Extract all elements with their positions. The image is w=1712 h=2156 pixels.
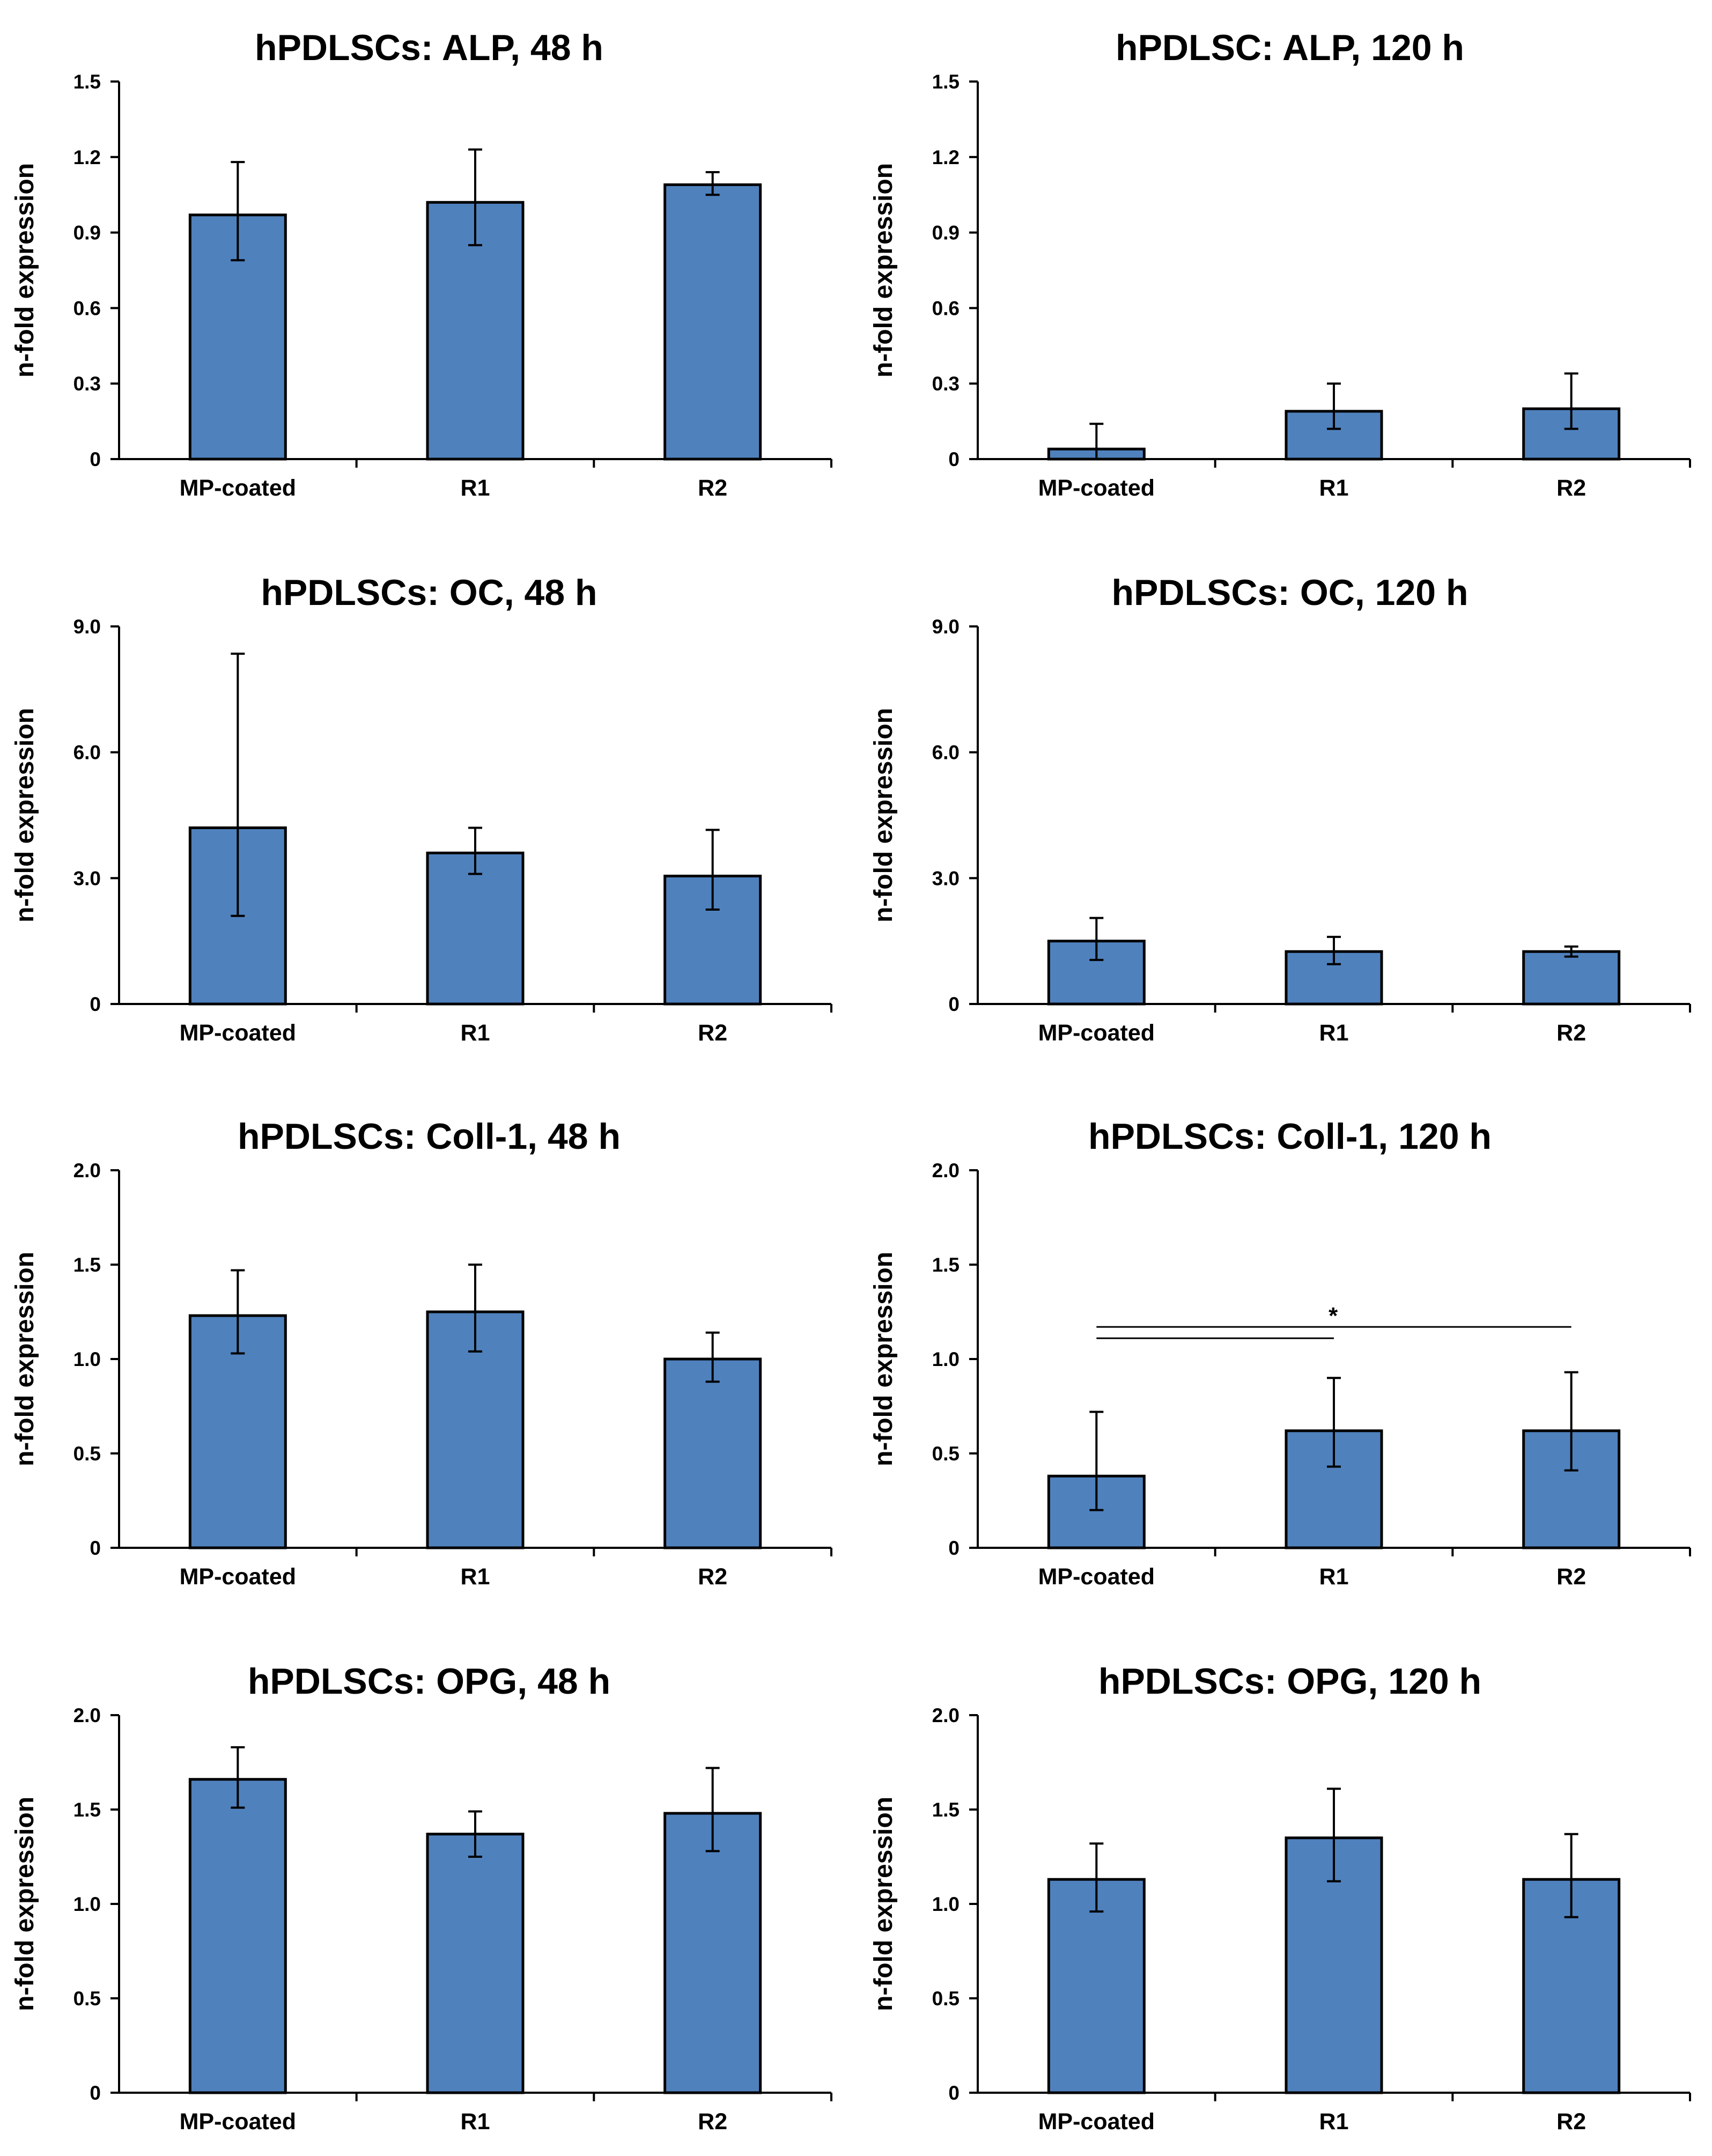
y-axis-label: n-fold expression — [869, 1797, 898, 2011]
x-category-label: R1 — [1319, 2109, 1349, 2135]
y-tick-label: 1.5 — [73, 1799, 101, 1821]
x-category-label: MP-coated — [180, 2109, 296, 2135]
y-tick-label: 9.0 — [932, 616, 960, 638]
y-tick-label: 0 — [90, 2082, 101, 2104]
y-tick-label: 2.0 — [932, 1160, 960, 1182]
y-tick-label: 0.3 — [73, 373, 101, 395]
x-category-label: R1 — [1319, 1020, 1349, 1046]
x-category-label: R1 — [461, 2109, 490, 2135]
y-tick-label: 0 — [948, 1537, 960, 1559]
x-category-label: MP-coated — [180, 475, 296, 501]
bar-R2 — [1522, 950, 1621, 1006]
significance-star: * — [1329, 1303, 1338, 1329]
y-tick-label: 3.0 — [73, 867, 101, 889]
y-axis-label: n-fold expression — [869, 163, 898, 378]
y-axis-label: n-fold expression — [11, 1797, 39, 2011]
y-tick-label: 1.5 — [932, 1799, 960, 1821]
bar-MP-coated — [188, 1778, 287, 2094]
y-tick-label: 1.0 — [932, 1348, 960, 1370]
y-tick-label: 2.0 — [932, 1704, 960, 1726]
chart-title: hPDLSCs: OPG, 48 h — [248, 1661, 610, 1702]
y-tick-label: 0.5 — [73, 1443, 101, 1465]
chart-title: hPDLSCs: Coll-1, 120 h — [1088, 1116, 1492, 1157]
chart-panel-6: hPDLSCs: Coll-1, 120 h n-fold expression 0… — [869, 1116, 1691, 1590]
chart-panel-1: hPDLSCs: ALP, 48 h n-fold expression 0 0.3 0… — [11, 27, 832, 501]
y-axis-label: n-fold expression — [11, 163, 39, 378]
y-tick-label: 3.0 — [932, 867, 960, 889]
chart-panel-3: hPDLSCs: OC, 48 h n-fold expression 0 3.0 6.… — [11, 572, 832, 1046]
x-category-label: MP-coated — [1038, 1564, 1155, 1590]
y-tick-label: 0 — [948, 993, 960, 1015]
y-tick-label: 0.6 — [932, 297, 960, 319]
y-tick-label: 1.0 — [73, 1348, 101, 1370]
y-tick-label: 1.2 — [932, 146, 960, 168]
bar-R1 — [426, 1833, 525, 2094]
chart-title: hPDLSCs: OC, 120 h — [1111, 572, 1468, 613]
x-category-label: MP-coated — [180, 1020, 296, 1046]
y-tick-label: 0.9 — [73, 222, 101, 244]
y-tick-label: 6.0 — [73, 742, 101, 764]
y-tick-label: 1.5 — [73, 71, 101, 93]
y-tick-label: 1.0 — [932, 1893, 960, 1915]
chart-title: hPDLSCs: Coll-1, 48 h — [238, 1116, 621, 1157]
bar-MP-coated — [1047, 1878, 1146, 2094]
x-category-label: R2 — [698, 2109, 727, 2135]
chart-title: hPDLSCs: OC, 48 h — [261, 572, 597, 613]
chart-panel-5: hPDLSCs: Coll-1, 48 h n-fold expression 0 0… — [11, 1116, 832, 1590]
y-tick-label: 0 — [948, 448, 960, 470]
x-category-label: R2 — [698, 1020, 727, 1046]
x-category-label: MP-coated — [180, 1564, 296, 1590]
y-tick-label: 6.0 — [932, 742, 960, 764]
y-tick-label: 1.5 — [73, 1254, 101, 1276]
y-tick-label: 0 — [90, 993, 101, 1015]
x-category-label: R2 — [1556, 475, 1586, 501]
bar-R2 — [663, 183, 762, 461]
y-tick-label: 0.5 — [932, 1443, 960, 1465]
bar-R2 — [663, 1812, 762, 2094]
chart-title: hPDLSCs: ALP, 48 h — [255, 27, 603, 68]
x-category-label: MP-coated — [1038, 2109, 1155, 2135]
y-tick-label: 0.5 — [73, 1988, 101, 2010]
y-axis-label: n-fold expression — [869, 708, 898, 922]
bar-R1 — [426, 851, 525, 1006]
chart-panel-2: hPDLSC: ALP, 120 h n-fold expression 0 0.3 0… — [869, 27, 1691, 501]
x-category-label: R2 — [1556, 2109, 1586, 2135]
chart-title: hPDLSCs: OPG, 120 h — [1098, 1661, 1481, 1702]
y-tick-label: 0.5 — [932, 1988, 960, 2010]
x-category-label: R2 — [698, 475, 727, 501]
x-category-label: R1 — [1319, 1564, 1349, 1590]
x-category-label: MP-coated — [1038, 1020, 1155, 1046]
y-tick-label: 9.0 — [73, 616, 101, 638]
y-tick-label: 0 — [90, 1537, 101, 1559]
x-category-label: R1 — [461, 475, 490, 501]
y-tick-label: 0.6 — [73, 297, 101, 319]
y-axis-label: n-fold expression — [11, 1252, 39, 1466]
y-tick-label: 0 — [90, 448, 101, 470]
chart-title: hPDLSC: ALP, 120 h — [1116, 27, 1464, 68]
x-category-label: R2 — [1556, 1564, 1586, 1590]
chart-panel-8: hPDLSCs: OPG, 120 h n-fold expression 0 0.5… — [869, 1661, 1691, 2135]
y-tick-label: 1.5 — [932, 71, 960, 93]
x-category-label: R1 — [461, 1564, 490, 1590]
x-category-label: R2 — [1556, 1020, 1586, 1046]
bar-R2 — [663, 1357, 762, 1549]
y-tick-label: 1.2 — [73, 146, 101, 168]
y-tick-label: 1.5 — [932, 1254, 960, 1276]
chart-panel-7: hPDLSCs: OPG, 48 h n-fold expression 0 0.5 1… — [11, 1661, 832, 2135]
y-tick-label: 0 — [948, 2082, 960, 2104]
y-axis-label: n-fold expression — [11, 708, 39, 922]
y-tick-label: 2.0 — [73, 1160, 101, 1182]
x-category-label: R1 — [461, 1020, 490, 1046]
x-category-label: R1 — [1319, 475, 1349, 501]
chart-panel-4: hPDLSCs: OC, 120 h n-fold expression 0 3.0 6… — [869, 572, 1691, 1046]
y-tick-label: 0.3 — [932, 373, 960, 395]
x-category-label: R2 — [698, 1564, 727, 1590]
y-tick-label: 0.9 — [932, 222, 960, 244]
y-tick-label: 1.0 — [73, 1893, 101, 1915]
y-tick-label: 2.0 — [73, 1704, 101, 1726]
y-axis-label: n-fold expression — [869, 1252, 898, 1466]
x-category-label: MP-coated — [1038, 475, 1155, 501]
